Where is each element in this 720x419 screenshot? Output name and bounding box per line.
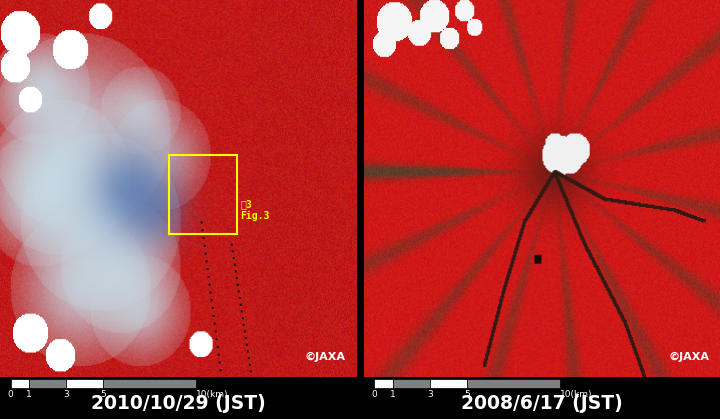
Bar: [11, 379, 30, 388]
Text: 5: 5: [464, 390, 470, 399]
Bar: [467, 379, 559, 388]
Bar: [30, 379, 66, 388]
Text: 1: 1: [390, 390, 396, 399]
Text: 2010/10/29 (JST): 2010/10/29 (JST): [91, 394, 266, 414]
Text: 1: 1: [27, 390, 32, 399]
Text: 2008/6/17 (JST): 2008/6/17 (JST): [461, 394, 623, 414]
Bar: [169, 155, 237, 234]
Bar: [430, 379, 467, 388]
Text: 3: 3: [427, 390, 433, 399]
Bar: [104, 379, 196, 388]
Text: 10(km): 10(km): [196, 390, 228, 399]
Bar: [393, 379, 430, 388]
Text: 5: 5: [101, 390, 107, 399]
Text: ©JAXA: ©JAXA: [668, 352, 709, 362]
Text: 3: 3: [63, 390, 69, 399]
Text: 0: 0: [8, 390, 14, 399]
Text: 図3
Fig.3: 図3 Fig.3: [240, 199, 270, 221]
Bar: [66, 379, 104, 388]
Text: ©JAXA: ©JAXA: [305, 352, 346, 362]
Bar: [374, 379, 393, 388]
Text: 10(km): 10(km): [559, 390, 592, 399]
Text: 0: 0: [372, 390, 377, 399]
